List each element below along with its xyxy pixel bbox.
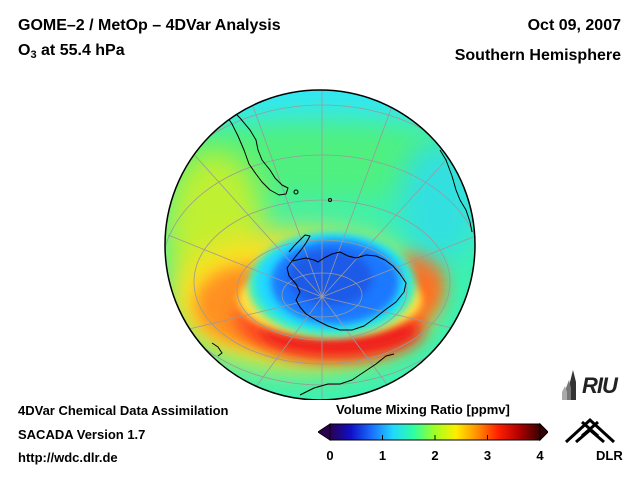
riu-logo-icon	[562, 370, 576, 400]
coast-antarctica	[286, 251, 407, 331]
island-south-georgia	[328, 198, 332, 202]
ozone-field	[165, 90, 482, 400]
coast-south-america-north	[194, 99, 215, 106]
dlr-logo-text: DLR	[596, 448, 623, 463]
globe-outline	[164, 89, 476, 400]
colorbar-tick-label-1: 1	[378, 448, 387, 463]
map-title: GOME–2 / MetOp – 4DVar Analysis	[18, 17, 281, 34]
field-ozone-hole-core	[288, 250, 372, 306]
colorbar-tick-label-0: 0	[326, 448, 334, 463]
riu-logo-text: RIU	[582, 373, 618, 398]
date-label: Oct 09, 2007	[527, 17, 621, 34]
species-sub: 3	[30, 49, 37, 61]
coast-new-zealand	[211, 342, 223, 357]
coast-south-america	[214, 99, 289, 196]
species-level-label: O3 at 55.4 hPa	[18, 42, 125, 61]
species-main: O	[18, 42, 31, 59]
colorbar-tick-label-4: 4	[536, 448, 544, 463]
colorbar-tick-label-2: 2	[431, 448, 439, 463]
coastlines	[194, 99, 482, 396]
island-falklands	[293, 189, 299, 195]
species-rest: at 55.4 hPa	[36, 42, 125, 59]
colorbar-tick-label-3: 3	[483, 448, 492, 463]
coast-australia	[299, 353, 395, 396]
hemisphere-label: Southern Hemisphere	[454, 47, 621, 64]
coast-africa	[439, 149, 473, 233]
dlr-logo-icon	[564, 417, 616, 444]
graticule	[165, 90, 475, 400]
footer-system-label: 4DVar Chemical Data Assimilation	[18, 403, 229, 418]
footer-url-link[interactable]: http://wdc.dlr.de	[18, 450, 118, 465]
colorbar-title: Volume Mixing Ratio [ppmv]	[336, 402, 510, 417]
coast-madagascar	[476, 140, 482, 162]
colorbar-ticks	[329, 435, 541, 440]
colorbar	[318, 422, 548, 442]
ozone-globe-map	[164, 89, 482, 400]
coast-antarctic-peninsula	[288, 234, 311, 262]
colorbar-arrow-right	[539, 422, 548, 442]
footer-version-label: SACADA Version 1.7	[18, 427, 146, 442]
colorbar-arrow-left	[318, 423, 331, 441]
